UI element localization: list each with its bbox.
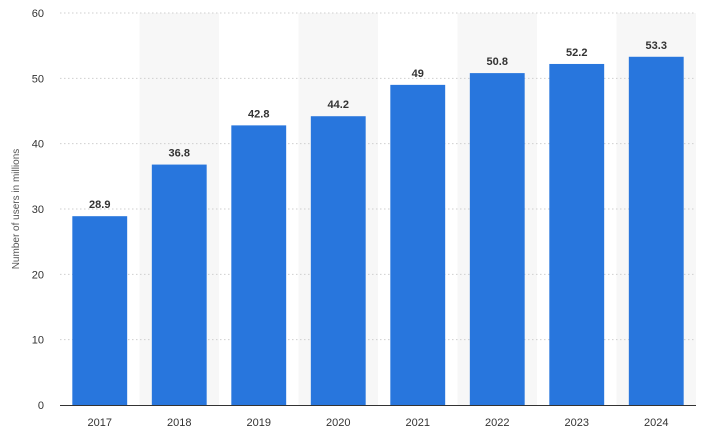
x-tick-label: 2019 [247,417,271,429]
data-label-2022: 50.8 [487,56,508,68]
bar-2023[interactable] [549,63,605,406]
bar-2020[interactable] [310,116,366,405]
bar-2018[interactable] [151,164,207,405]
y-tick-label: 40 [32,139,44,151]
data-labels: 28.9 36.8 42.8 44.2 49 50.8 52.2 53.3 [89,40,667,211]
y-tick-label: 0 [38,400,44,412]
data-label-2020: 44.2 [328,99,349,111]
bars [72,56,684,406]
data-label-2019: 42.8 [248,108,269,120]
data-label-2017: 28.9 [89,199,110,211]
x-tick-label: 2017 [88,417,112,429]
x-tick-label: 2021 [406,417,430,429]
x-tick-label: 2023 [565,417,589,429]
y-tick-label: 60 [32,8,44,20]
x-tick-label: 2018 [167,417,191,429]
bar-2019[interactable] [231,125,287,405]
y-tick-label: 30 [32,204,44,216]
data-label-2021: 49 [412,68,424,80]
x-tick-label: 2022 [485,417,509,429]
x-axis-ticks: 2017 2018 2019 2020 2021 2022 2023 2024 [88,417,669,429]
y-tick-label: 10 [32,335,44,347]
y-axis-title: Number of users in millions [11,149,22,270]
y-tick-label: 50 [32,73,44,85]
bar-2017[interactable] [72,216,128,405]
data-label-2024: 53.3 [646,40,667,52]
bar-2021[interactable] [390,84,446,405]
bar-2022[interactable] [469,73,525,406]
y-axis-ticks: 0 10 20 30 40 50 60 [32,8,44,412]
x-tick-label: 2020 [326,417,350,429]
data-label-2018: 36.8 [169,148,190,160]
data-label-2023: 52.2 [566,47,587,59]
bar-2024[interactable] [628,56,684,405]
y-tick-label: 20 [32,269,44,281]
x-tick-label: 2024 [644,417,668,429]
